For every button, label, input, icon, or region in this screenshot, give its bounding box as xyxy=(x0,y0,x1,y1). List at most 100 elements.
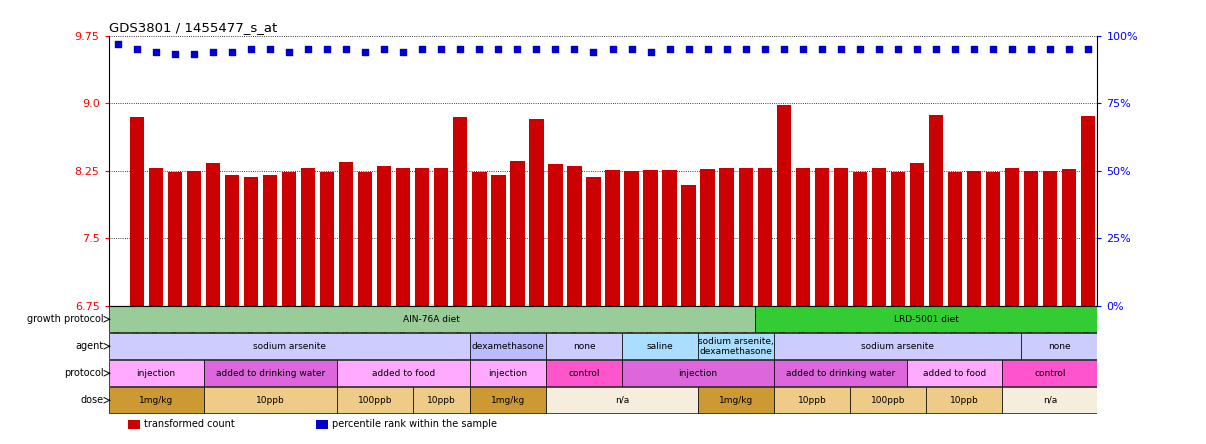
Point xyxy=(299,45,318,52)
Text: none: none xyxy=(573,342,596,351)
Bar xyxy=(1061,169,1076,306)
Bar xyxy=(434,168,449,306)
Bar xyxy=(336,387,412,413)
Bar xyxy=(891,172,904,306)
Point xyxy=(546,45,566,52)
Bar xyxy=(777,105,791,306)
Text: injection: injection xyxy=(679,369,718,378)
Bar xyxy=(529,119,544,306)
Text: GDS3801 / 1455477_s_at: GDS3801 / 1455477_s_at xyxy=(109,21,277,34)
Point xyxy=(983,45,1002,52)
Bar xyxy=(150,168,163,306)
Bar xyxy=(109,360,204,386)
Bar xyxy=(985,172,1000,306)
Point xyxy=(1002,45,1021,52)
Bar xyxy=(510,161,525,306)
Text: dose: dose xyxy=(81,395,104,405)
Bar xyxy=(204,387,336,413)
Bar xyxy=(1043,170,1056,306)
Text: agent: agent xyxy=(75,341,104,351)
Point xyxy=(393,48,412,56)
Text: 10ppb: 10ppb xyxy=(427,396,456,405)
Text: 1mg/kg: 1mg/kg xyxy=(491,396,525,405)
Text: 1mg/kg: 1mg/kg xyxy=(139,396,174,405)
Text: injection: injection xyxy=(488,369,527,378)
Bar xyxy=(1002,360,1097,386)
Point xyxy=(241,45,260,52)
Point xyxy=(718,45,737,52)
Point xyxy=(564,45,584,52)
Bar xyxy=(872,168,886,306)
Point xyxy=(280,48,299,56)
Bar xyxy=(567,166,581,306)
Text: added to food: added to food xyxy=(371,369,435,378)
Point xyxy=(794,45,813,52)
Text: protocol: protocol xyxy=(64,368,104,378)
Bar xyxy=(302,168,315,306)
Bar xyxy=(339,162,353,306)
Bar xyxy=(377,166,392,306)
Point xyxy=(260,45,280,52)
Point xyxy=(603,45,622,52)
Bar xyxy=(586,177,601,306)
Text: 1mg/kg: 1mg/kg xyxy=(719,396,754,405)
Bar xyxy=(546,360,622,386)
Point xyxy=(774,45,794,52)
Bar xyxy=(757,168,772,306)
Point xyxy=(926,45,946,52)
Bar xyxy=(226,175,239,306)
Bar xyxy=(128,420,140,429)
Point xyxy=(660,45,679,52)
Text: sodium arsenite,
dexamethasone: sodium arsenite, dexamethasone xyxy=(698,337,774,356)
Point xyxy=(1078,45,1097,52)
Point xyxy=(870,45,889,52)
Bar xyxy=(1021,333,1097,359)
Bar xyxy=(662,170,677,306)
Point xyxy=(432,45,451,52)
Point xyxy=(165,51,185,58)
Bar xyxy=(470,333,546,359)
Point xyxy=(470,45,490,52)
Point xyxy=(1059,45,1078,52)
Point xyxy=(375,45,394,52)
Text: transformed count: transformed count xyxy=(145,420,235,429)
Point xyxy=(488,45,508,52)
Point xyxy=(850,45,870,52)
Bar xyxy=(1024,170,1038,306)
Text: added to food: added to food xyxy=(924,369,987,378)
Point xyxy=(356,48,375,56)
Point xyxy=(508,45,527,52)
Bar xyxy=(850,387,926,413)
Bar xyxy=(111,306,125,308)
Text: percentile rank within the sample: percentile rank within the sample xyxy=(332,420,497,429)
Point xyxy=(640,48,660,56)
Bar xyxy=(282,171,297,306)
Point xyxy=(622,45,642,52)
Bar xyxy=(755,306,1097,332)
Point xyxy=(698,45,718,52)
Bar xyxy=(774,387,850,413)
Bar xyxy=(967,170,980,306)
Text: n/a: n/a xyxy=(615,396,630,405)
Bar xyxy=(605,170,620,306)
Point xyxy=(1041,45,1060,52)
Bar xyxy=(415,168,429,306)
Bar xyxy=(491,175,505,306)
Bar xyxy=(473,172,486,306)
Bar xyxy=(244,177,258,306)
Point xyxy=(755,45,774,52)
Text: 10ppb: 10ppb xyxy=(256,396,285,405)
Bar xyxy=(320,171,334,306)
Point xyxy=(584,48,603,56)
Bar xyxy=(625,170,639,306)
Bar xyxy=(109,387,204,413)
Text: LRD-5001 diet: LRD-5001 diet xyxy=(894,315,959,324)
Point xyxy=(527,45,546,52)
Point xyxy=(109,40,128,47)
Point xyxy=(317,45,336,52)
Point xyxy=(222,48,241,56)
Bar xyxy=(336,360,470,386)
Bar xyxy=(774,333,1021,359)
Bar xyxy=(948,171,962,306)
Bar xyxy=(470,360,546,386)
